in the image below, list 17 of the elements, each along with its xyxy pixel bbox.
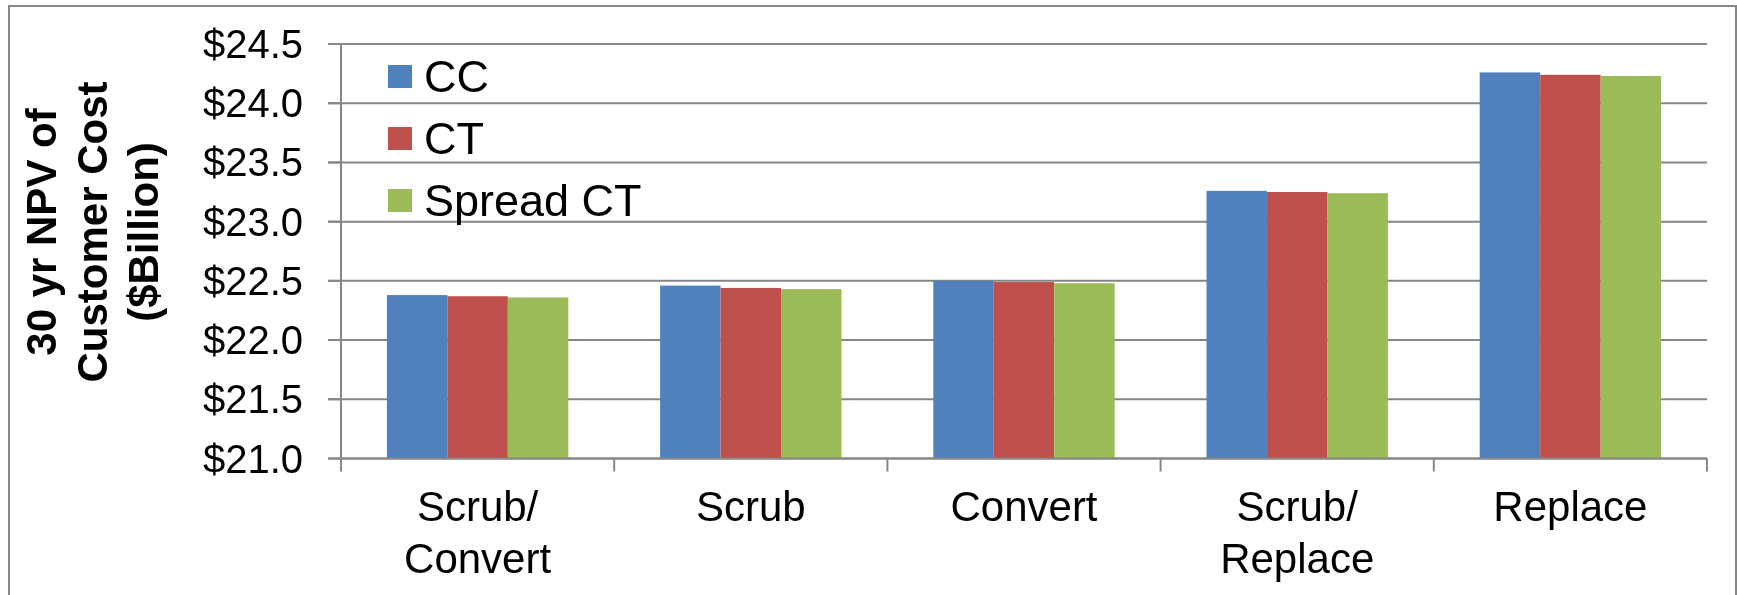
y-tick-label: $21.5 [202,377,303,422]
y-tick-label: $22.0 [202,318,303,363]
y-tick-label: $23.0 [202,199,303,244]
y-axis-title: 30 yr NPV of Customer Cost ($Billion) [17,81,167,383]
legend-label: CC [424,51,489,102]
y-tick-label: $23.5 [202,140,303,185]
legend-label: Spread CT [424,175,642,226]
x-tick-label: Replace [1493,482,1648,530]
x-tick-label: Scrub [695,482,806,530]
y-tick-label: $24.0 [202,81,303,126]
legend-label: CT [424,113,484,164]
y-tick-label: $21.0 [202,436,303,481]
y-tick-label: $22.5 [202,258,303,303]
x-tick-label: Scrub/ Replace [1220,482,1375,582]
x-tick-label: Scrub/ Convert [404,482,552,582]
x-tick-label: Convert [950,482,1098,530]
y-tick-label: $24.5 [202,22,303,66]
